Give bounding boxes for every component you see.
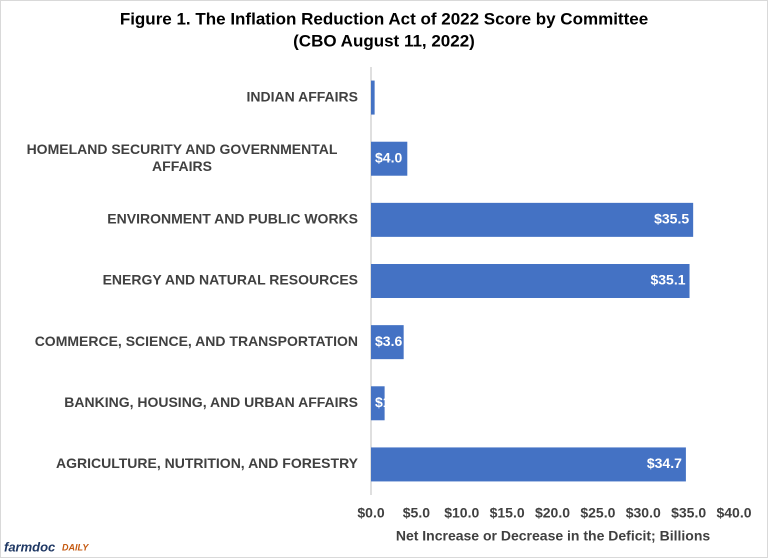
value-label: $34.7 bbox=[647, 455, 682, 471]
value-label: $35.5 bbox=[654, 211, 689, 227]
x-tick-label: $30.0 bbox=[626, 505, 661, 521]
y-tick-label: HOMELAND SECURITY AND GOVERNMENTAL AFFAIR… bbox=[27, 141, 338, 174]
value-label: $35.1 bbox=[650, 272, 685, 288]
bar bbox=[371, 202, 694, 237]
x-axis-label: Net Increase or Decrease in the Deficit;… bbox=[396, 528, 711, 544]
x-tick-label: $10.0 bbox=[444, 505, 479, 521]
bar bbox=[371, 325, 404, 360]
x-tick-label: $40.0 bbox=[716, 505, 751, 521]
logo-part: DAILY bbox=[62, 542, 89, 552]
value-label: $4.0 bbox=[375, 149, 402, 165]
bar bbox=[371, 447, 686, 482]
y-tick-label: ENVIRONMENT AND PUBLIC WORKS bbox=[107, 211, 358, 227]
x-tick-label: $5.0 bbox=[403, 505, 430, 521]
y-tick-label: COMMERCE, SCIENCE, AND TRANSPORTATION bbox=[35, 333, 358, 349]
x-tick-label: $35.0 bbox=[671, 505, 706, 521]
x-tick-label: $25.0 bbox=[580, 505, 615, 521]
y-tick-label: INDIAN AFFAIRS bbox=[247, 88, 358, 104]
bar bbox=[371, 80, 375, 115]
chart-subtitle: (CBO August 11, 2022) bbox=[293, 31, 475, 50]
chart-title: Figure 1. The Inflation Reduction Act of… bbox=[120, 9, 648, 28]
bar bbox=[371, 386, 385, 421]
value-label: $0.4 bbox=[375, 88, 402, 104]
x-tick-label: $15.0 bbox=[490, 505, 525, 521]
x-tick-label: $20.0 bbox=[535, 505, 570, 521]
bar bbox=[371, 264, 690, 298]
y-tick-label: ENERGY AND NATURAL RESOURCES bbox=[103, 272, 358, 288]
x-tick-label: $0.0 bbox=[357, 505, 384, 521]
y-tick-label: AGRICULTURE, NUTRITION, AND FORESTRY bbox=[56, 455, 359, 471]
value-label: $3.6 bbox=[375, 333, 402, 349]
value-label: $1.5 bbox=[375, 394, 402, 410]
bar bbox=[371, 141, 408, 176]
logo-part: farmdoc bbox=[4, 539, 56, 554]
y-tick-label: BANKING, HOUSING, AND URBAN AFFAIRS bbox=[64, 394, 358, 410]
